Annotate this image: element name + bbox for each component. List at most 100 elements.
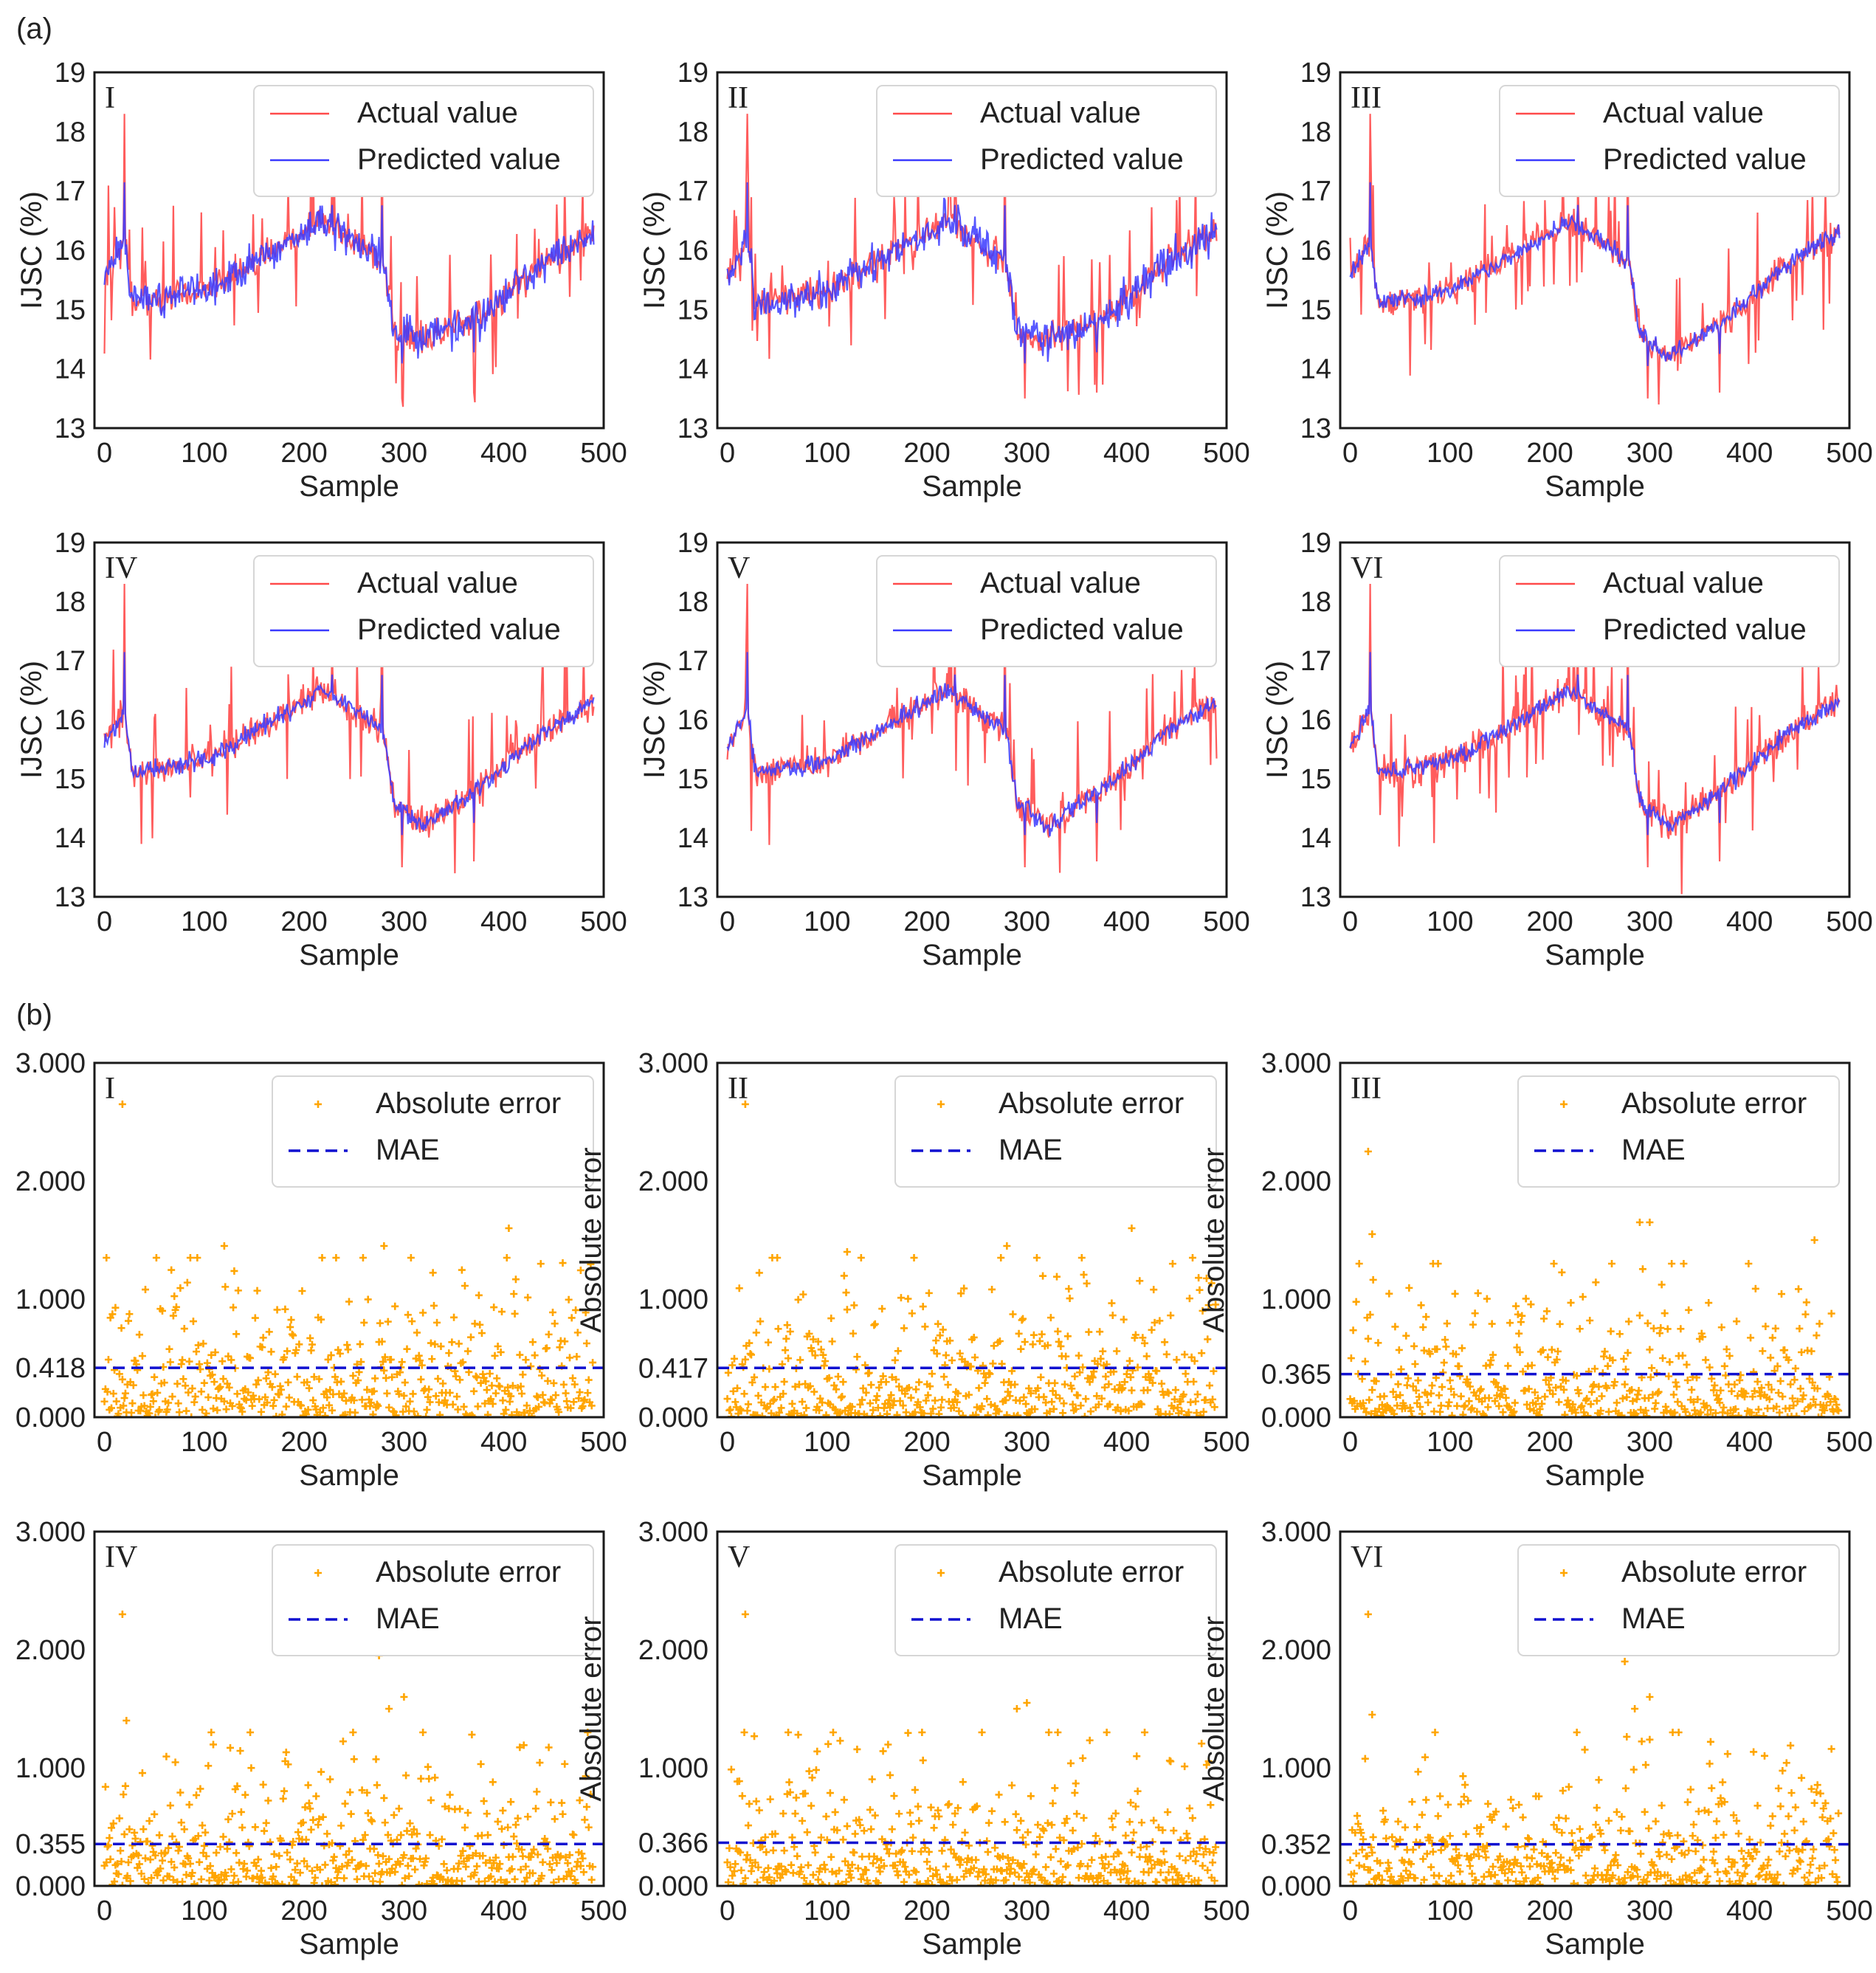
scatter-point xyxy=(284,1378,292,1386)
scatter-point xyxy=(424,1763,432,1771)
scatter-point xyxy=(1002,1396,1010,1404)
scatter-point xyxy=(1584,1412,1592,1417)
scatter-point xyxy=(199,1822,207,1830)
scatter-point xyxy=(1199,1850,1207,1859)
y-tick-label: 0.000 xyxy=(1261,1402,1331,1433)
scatter-point xyxy=(1827,1309,1835,1318)
scatter-point xyxy=(1620,1354,1628,1363)
scatter-point xyxy=(732,1403,740,1411)
scatter-point xyxy=(1489,1862,1497,1870)
scatter-point xyxy=(1652,1817,1660,1825)
scatter-point xyxy=(1641,1808,1649,1816)
x-tick-label: 300 xyxy=(1627,1895,1673,1926)
scatter-point xyxy=(1156,1868,1165,1876)
y-tick-label: 17 xyxy=(1300,176,1331,207)
scatter-point xyxy=(1645,1394,1653,1402)
scatter-point xyxy=(992,1876,1000,1884)
scatter-point xyxy=(317,1768,325,1776)
x-tick-label: 0 xyxy=(97,1427,112,1458)
scatter-point xyxy=(351,1408,359,1416)
scatter-point xyxy=(1788,1394,1796,1402)
scatter-point xyxy=(376,1878,384,1886)
scatter-point xyxy=(1720,1403,1728,1411)
scatter-point xyxy=(1123,1370,1131,1378)
scatter-point xyxy=(1790,1402,1798,1410)
legend-box xyxy=(876,555,1217,667)
scatter-point xyxy=(383,1389,391,1397)
scatter-point xyxy=(225,1383,233,1391)
scatter-point xyxy=(984,1411,992,1417)
scatter-point xyxy=(988,1285,996,1293)
scatter-point xyxy=(205,1876,213,1884)
scatter-point xyxy=(1793,1397,1801,1405)
scatter-point xyxy=(1551,1875,1559,1883)
scatter-point xyxy=(227,1865,235,1873)
scatter-point xyxy=(123,1872,131,1880)
scatter-point xyxy=(306,1805,314,1813)
scatter-point xyxy=(805,1767,813,1775)
scatter-point xyxy=(433,1318,441,1326)
scatter-point xyxy=(765,1873,773,1881)
scatter-point xyxy=(1648,1364,1656,1372)
scatter-point xyxy=(115,1814,123,1822)
scatter-point xyxy=(1782,1852,1790,1860)
scatter-point xyxy=(493,1374,501,1383)
scatter-point xyxy=(1456,1867,1464,1876)
scatter-point xyxy=(817,1346,825,1354)
scatter-point xyxy=(584,1376,593,1384)
scatter-point xyxy=(584,1823,593,1831)
scatter-point xyxy=(894,1871,902,1879)
scatter-point xyxy=(185,1357,193,1366)
scatter-point xyxy=(1488,1816,1496,1824)
scatter-point xyxy=(1353,1812,1361,1820)
y-tick-label: 13 xyxy=(677,413,708,444)
scatter-point xyxy=(938,1847,946,1855)
scatter-point xyxy=(207,1729,215,1736)
scatter-point xyxy=(729,1387,737,1395)
scatter-point xyxy=(914,1398,922,1406)
scatter-point xyxy=(1697,1408,1705,1416)
scatter-point xyxy=(1620,1879,1628,1886)
scatter-point xyxy=(1029,1340,1037,1349)
scatter-point xyxy=(1207,1279,1215,1287)
scatter-point xyxy=(737,1848,745,1856)
scatter-point xyxy=(370,1845,378,1853)
scatter-point xyxy=(286,1323,294,1331)
x-tick-label: 500 xyxy=(580,1895,627,1926)
scatter-point xyxy=(966,1869,974,1877)
scatter-point xyxy=(1034,1821,1042,1829)
scatter-point xyxy=(1368,1711,1376,1718)
y-tick-label: 17 xyxy=(677,176,708,207)
scatter-point xyxy=(812,1766,820,1774)
scatter-point xyxy=(1587,1833,1596,1841)
scatter-point xyxy=(169,1312,177,1320)
scatter-point xyxy=(1385,1864,1393,1872)
scatter-point xyxy=(402,1771,410,1780)
scatter-point xyxy=(1475,1852,1483,1860)
scatter-point xyxy=(1484,1800,1492,1808)
scatter-point xyxy=(224,1815,232,1823)
scatter-point xyxy=(246,1729,255,1736)
scatter-point xyxy=(770,1877,779,1885)
legend-label: MAE xyxy=(1621,1602,1686,1635)
scatter-point xyxy=(162,1848,170,1856)
scatter-point xyxy=(219,1833,227,1841)
scatter-point xyxy=(1453,1402,1461,1410)
scatter-point xyxy=(152,1254,160,1261)
scatter-point xyxy=(282,1748,290,1756)
plot-area xyxy=(1349,114,1841,405)
scatter-point xyxy=(1613,1399,1621,1407)
scatter-point xyxy=(923,1858,931,1866)
scatter-point xyxy=(357,1358,365,1366)
scatter-point xyxy=(1553,1866,1562,1874)
scatter-point xyxy=(1131,1331,1139,1339)
scatter-point xyxy=(882,1378,890,1386)
scatter-point xyxy=(279,1794,287,1802)
scatter-point xyxy=(1354,1819,1362,1828)
scatter-point xyxy=(1404,1374,1412,1383)
scatter-point xyxy=(1485,1868,1493,1876)
scatter-point xyxy=(483,1810,491,1818)
scatter-point xyxy=(401,1379,409,1387)
scatter-point xyxy=(1052,1391,1060,1399)
